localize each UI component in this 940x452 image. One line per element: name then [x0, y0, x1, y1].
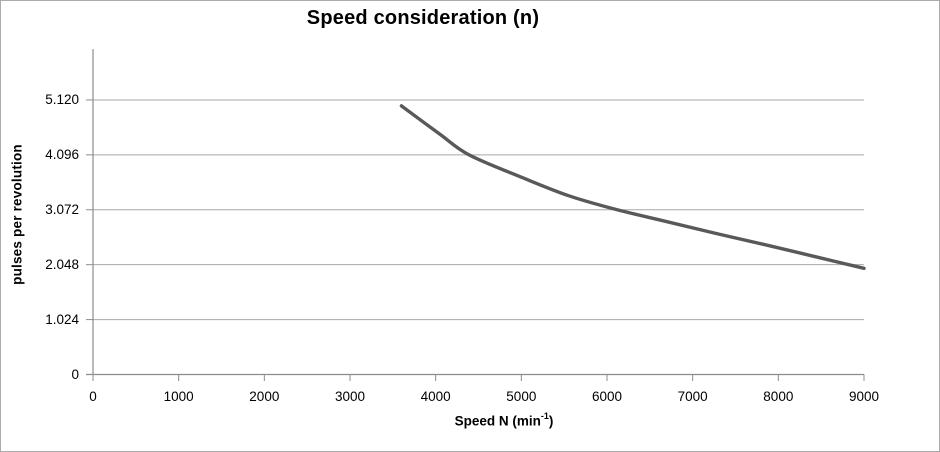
chart-title: Speed consideration (n): [306, 7, 540, 29]
y-tick-label: 4.096: [45, 147, 79, 163]
x-tick-label: 2000: [249, 389, 280, 404]
y-tick-label: 2.048: [45, 257, 79, 273]
x-tick-label: 7000: [677, 389, 708, 404]
y-tick-label: 3.072: [45, 202, 79, 218]
x-axis-title-superscript: -1: [540, 411, 549, 421]
x-tick-label: 9000: [848, 389, 880, 404]
x-tick-label: 3000: [334, 389, 366, 404]
series-curve: [399, 104, 866, 271]
y-tick-label: 1.024: [45, 312, 79, 328]
y-tick-label: 5.120: [45, 92, 79, 108]
x-tick-label: 1000: [163, 389, 194, 404]
x-tick-label: 4000: [420, 389, 451, 404]
x-tick-label: 6000: [591, 389, 623, 404]
y-tick-label: 0: [71, 367, 79, 382]
x-axis-title: Speed N (min-1): [384, 411, 624, 429]
x-tick-label: 8000: [763, 389, 794, 404]
x-tick-label: 5000: [506, 389, 537, 404]
x-axis-title-suffix: ): [548, 413, 554, 429]
x-axis-title-prefix: Speed N (min: [454, 413, 541, 429]
x-tick-label: 0: [89, 389, 97, 404]
